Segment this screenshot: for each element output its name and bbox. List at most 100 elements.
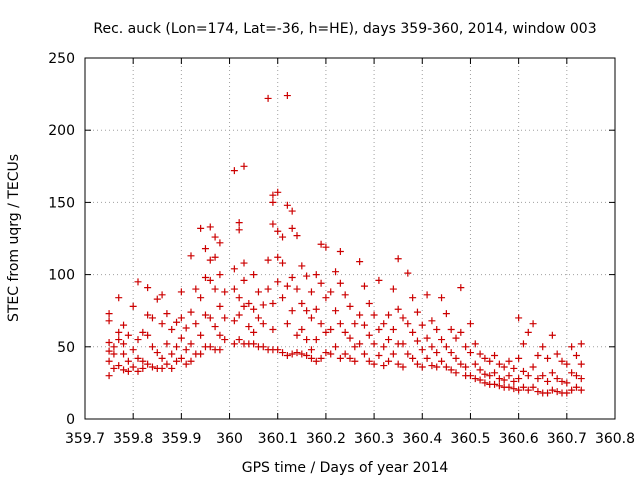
data-point: [577, 375, 585, 383]
data-point: [235, 219, 243, 227]
data-point: [163, 340, 171, 348]
data-point: [336, 354, 344, 362]
data-point: [539, 343, 547, 351]
data-point: [250, 340, 258, 348]
data-point: [457, 328, 465, 336]
data-point: [120, 366, 128, 374]
data-point: [389, 350, 397, 358]
data-point: [134, 336, 142, 344]
data-point: [389, 325, 397, 333]
data-point: [250, 328, 258, 336]
data-point: [476, 366, 484, 374]
data-point: [274, 278, 282, 286]
data-point: [572, 372, 580, 380]
data-point: [177, 354, 185, 362]
data-point: [356, 258, 364, 266]
data-point: [158, 354, 166, 362]
data-point: [110, 343, 118, 351]
data-point: [288, 224, 296, 232]
data-point: [129, 346, 137, 354]
data-point: [153, 295, 161, 303]
data-point: [254, 314, 262, 322]
data-point: [505, 372, 513, 380]
data-point: [341, 350, 349, 358]
data-point: [370, 340, 378, 348]
x-tick-label: 360.7: [547, 431, 587, 447]
data-point: [283, 282, 291, 290]
data-point: [192, 320, 200, 328]
data-point: [500, 376, 508, 384]
data-point: [279, 233, 287, 241]
data-point: [182, 324, 190, 332]
y-tick-label: 150: [48, 195, 75, 211]
chart-title: Rec. auck (Lon=174, Lat=-36, h=HE), days…: [93, 21, 596, 37]
data-point: [471, 360, 479, 368]
data-point: [264, 256, 272, 264]
data-point: [375, 325, 383, 333]
axis-ticks: 359.7 359.8 359.9 360 360.1 360.2 360.3 360.4 36…: [48, 51, 635, 447]
data-point: [360, 350, 368, 358]
data-point: [336, 247, 344, 255]
data-point: [491, 351, 499, 359]
data-point: [529, 383, 537, 391]
data-point: [399, 314, 407, 322]
data-point: [341, 328, 349, 336]
data-point: [115, 328, 123, 336]
data-point: [240, 276, 248, 284]
data-point: [163, 310, 171, 318]
data-point: [144, 360, 152, 368]
data-point: [288, 350, 296, 358]
data-point: [332, 307, 340, 315]
data-point: [544, 354, 552, 362]
data-point: [568, 343, 576, 351]
data-point: [187, 357, 195, 365]
data-point: [505, 383, 513, 391]
data-point: [327, 288, 335, 296]
y-tick-label: 250: [48, 51, 75, 67]
data-point: [385, 336, 393, 344]
data-point: [120, 350, 128, 358]
data-point: [365, 331, 373, 339]
data-point: [105, 372, 113, 380]
data-point: [235, 311, 243, 319]
data-point: [433, 363, 441, 371]
data-point: [298, 299, 306, 307]
data-point: [211, 285, 219, 293]
data-point: [544, 377, 552, 385]
data-point: [240, 302, 248, 310]
data-point: [187, 308, 195, 316]
data-point: [269, 191, 277, 199]
data-point: [206, 314, 214, 322]
x-tick-label: 360.6: [499, 431, 539, 447]
x-tick-label: 359.9: [161, 431, 201, 447]
data-point: [486, 372, 494, 380]
data-point: [341, 291, 349, 299]
data-point: [293, 232, 301, 240]
data-point: [476, 350, 484, 358]
data-point: [447, 366, 455, 374]
data-point: [572, 351, 580, 359]
data-point: [394, 255, 402, 263]
data-point: [187, 252, 195, 260]
data-point: [192, 285, 200, 293]
data-point: [553, 388, 561, 396]
data-point: [235, 226, 243, 234]
data-point: [510, 364, 518, 372]
data-point: [139, 357, 147, 365]
data-point: [298, 325, 306, 333]
data-point: [230, 167, 238, 175]
x-tick-label: 360.5: [450, 431, 490, 447]
data-point: [274, 253, 282, 261]
data-point: [322, 294, 330, 302]
x-tick-label: 360.4: [402, 431, 442, 447]
data-point: [216, 346, 224, 354]
data-point: [428, 362, 436, 370]
data-point: [105, 357, 113, 365]
data-point: [264, 285, 272, 293]
data-point: [148, 363, 156, 371]
data-point: [332, 268, 340, 276]
data-point: [307, 288, 315, 296]
data-point: [457, 284, 465, 292]
data-point: [563, 379, 571, 387]
data-point: [486, 357, 494, 365]
